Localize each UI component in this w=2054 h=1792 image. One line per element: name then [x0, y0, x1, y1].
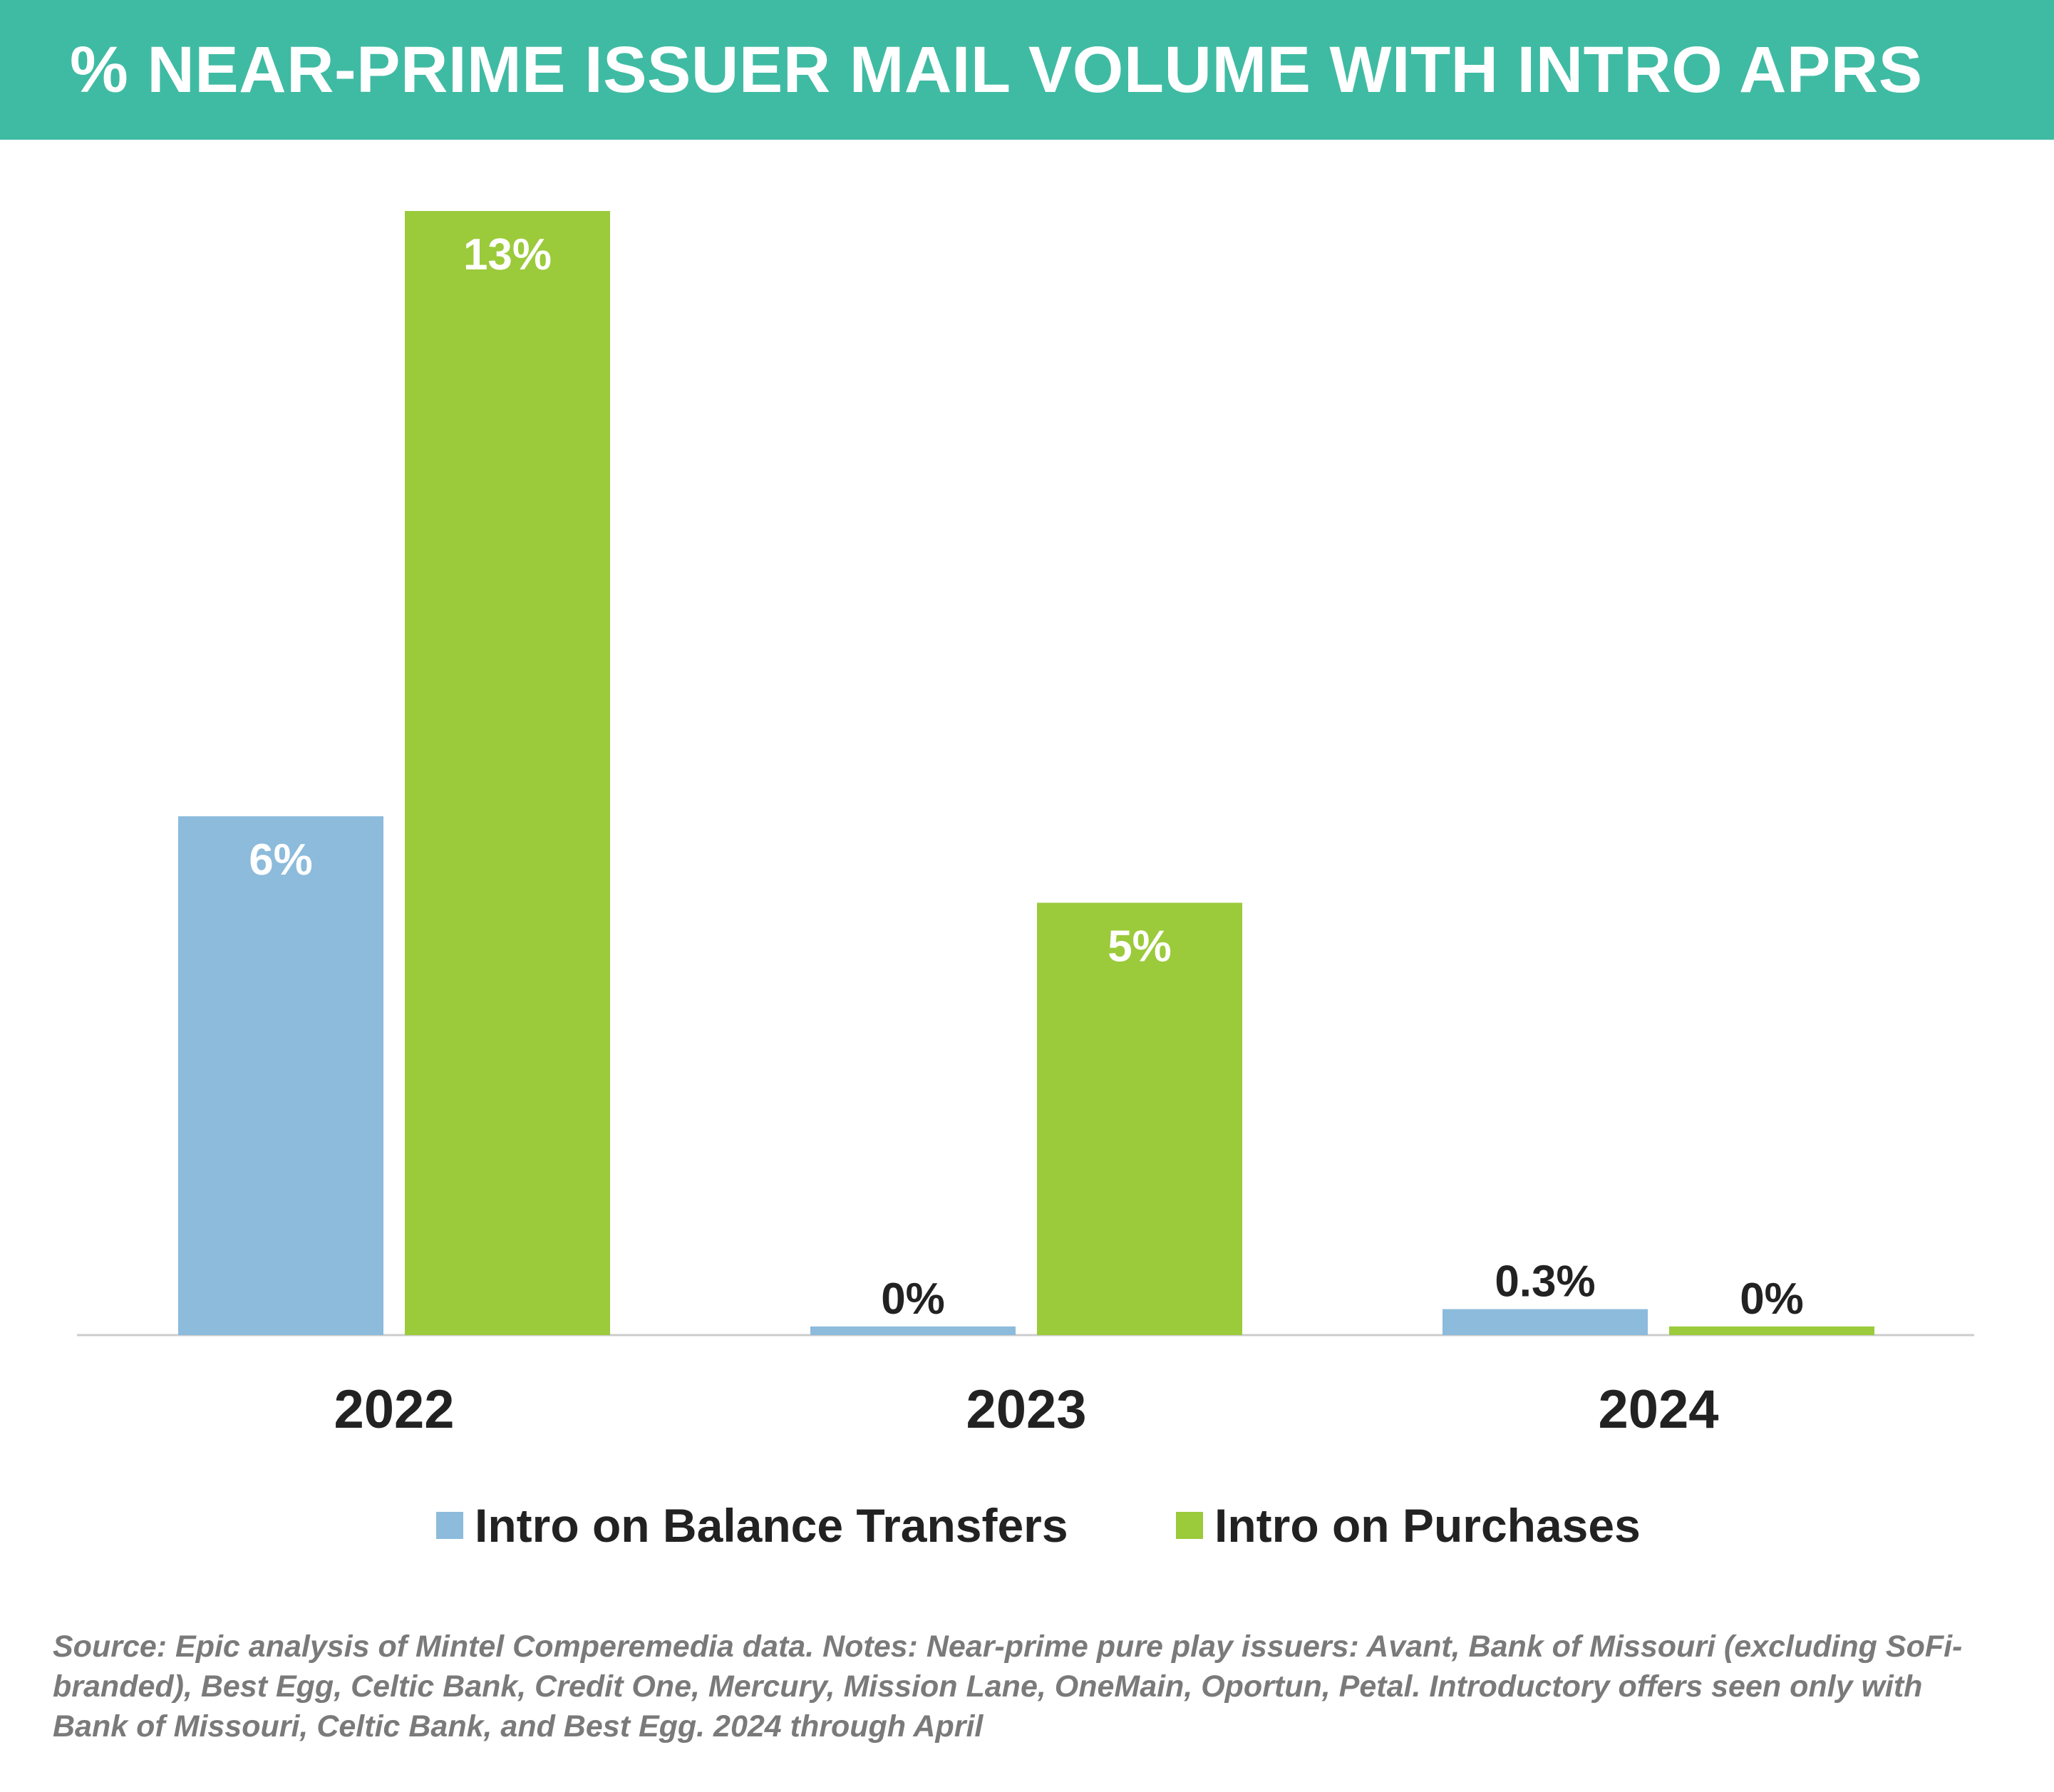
legend-swatch-balance-transfers: [436, 1512, 463, 1539]
data-label-balance-transfers-2024: 0.3%: [1495, 1257, 1595, 1307]
source-note: Source: Epic analysis of Mintel Comperem…: [53, 1629, 1963, 1744]
bar-purchases-2022: [405, 211, 610, 1335]
legend-item-purchases: Intro on Purchases: [1176, 1497, 1641, 1554]
bar-balance-transfers-2023: [810, 1326, 1016, 1335]
data-label-purchases-2023: 5%: [1108, 922, 1172, 971]
data-label-balance-transfers-2022: 6%: [249, 835, 313, 885]
legend-label-balance-transfers: Intro on Balance Transfers: [475, 1499, 1068, 1552]
data-label-purchases-2022: 13%: [463, 230, 552, 279]
bar-chart: 6% 13% 2022 0% 5% 2023 0.3% 0% 2024: [77, 211, 1974, 1440]
title-banner: % NEAR-PRIME ISSUER MAIL VOLUME WITH INT…: [0, 0, 2054, 140]
legend-swatch-purchases: [1176, 1512, 1203, 1539]
category-label-2022: 2022: [334, 1379, 454, 1440]
legend: Intro on Balance Transfers Intro on Purc…: [0, 1497, 2054, 1554]
legend-label-purchases: Intro on Purchases: [1214, 1499, 1641, 1552]
data-label-balance-transfers-2023: 0%: [881, 1275, 945, 1324]
legend-item-balance-transfers: Intro on Balance Transfers: [436, 1497, 1068, 1554]
bar-purchases-2023: [1037, 902, 1242, 1335]
category-label-2024: 2024: [1598, 1379, 1718, 1440]
data-label-purchases-2024: 0%: [1740, 1275, 1804, 1324]
bar-balance-transfers-2022: [178, 816, 383, 1335]
bars-layer: [178, 211, 1874, 1335]
bar-purchases-2024: [1669, 1326, 1874, 1335]
bar-balance-transfers-2024: [1443, 1309, 1648, 1335]
category-label-2023: 2023: [966, 1379, 1086, 1440]
labels-layer: 6% 13% 2022 0% 5% 2023 0.3% 0% 2024: [249, 230, 1804, 1440]
chart-title: % NEAR-PRIME ISSUER MAIL VOLUME WITH INT…: [70, 33, 1923, 106]
